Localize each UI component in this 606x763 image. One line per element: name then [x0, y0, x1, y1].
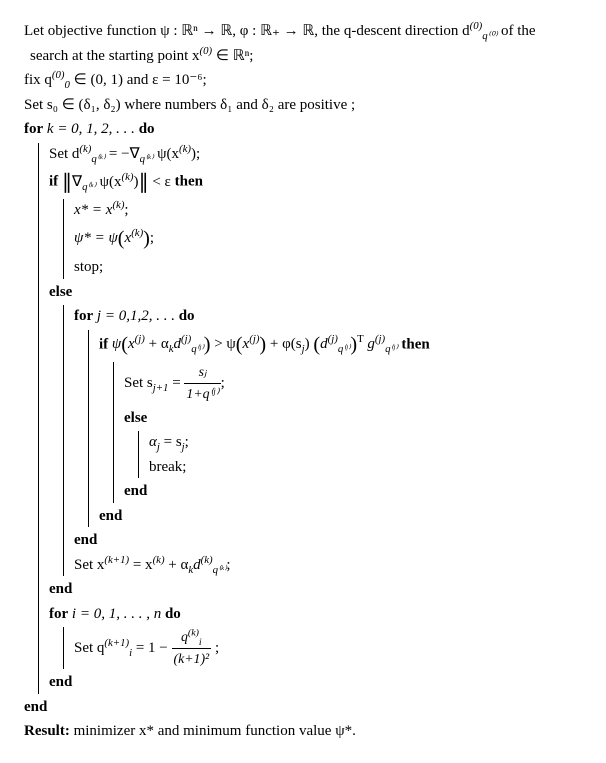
end-for-j: end	[74, 529, 582, 552]
set-d-line: Set d(k)q⁽ᵏ⁾ = −∇q⁽ᵏ⁾ ψ(x(k));	[49, 143, 582, 166]
intro-line-2: search at the starting point x(0) ∈ ℝⁿ;	[30, 45, 582, 68]
fix-q-line: fix q(0)0 ∈ (0, 1) and ε = 10⁻⁶;	[24, 69, 582, 92]
for-k-line: for k = 0, 1, 2, . . . do	[24, 118, 582, 141]
result-line: Result: minimizer x* and minimum functio…	[24, 720, 582, 743]
psistar-line: ψ* = ψ(x(k));	[74, 224, 582, 254]
for-i-line: for i = 0, 1, . . . , n do	[49, 603, 582, 626]
end-for-k: end	[24, 696, 582, 719]
break-line: break;	[149, 456, 582, 479]
if-armijo-line: if ψ(x(j) + αkd(j)q⁽ʲ⁾) > ψ(x(j)) + φ(sj…	[99, 330, 582, 360]
set-x-line: Set x(k+1) = x(k) + αkd(k)q⁽ᵏ⁾;	[74, 554, 582, 577]
else-line: else	[49, 281, 582, 304]
alpha-line: αj = sj;	[149, 431, 582, 454]
end-if-armijo: end	[99, 505, 582, 528]
end-else: end	[49, 578, 582, 601]
intro-line-1: Let objective function ψ : ℝⁿ → ℝ, φ : ℝ…	[24, 20, 582, 43]
for-j-line: for j = 0,1,2, . . . do	[74, 305, 582, 328]
stop-line: stop;	[74, 256, 582, 279]
set-q-line: Set q(k+1)i = 1 − q(k)i (k+1)² ;	[74, 627, 582, 669]
set-s0-line: Set s₀ ∈ (δ₁, δ₂) where numbers δ₁ and δ…	[24, 94, 582, 117]
end-inner-else: end	[124, 480, 582, 503]
if-norm-line: if ∥∇q⁽ᵏ⁾ ψ(x(k))∥ < ε then	[49, 167, 582, 197]
pseudocode-block: Let objective function ψ : ℝⁿ → ℝ, φ : ℝ…	[24, 20, 582, 743]
inner-else-line: else	[124, 407, 582, 430]
end-for-i: end	[49, 671, 582, 694]
xstar-line: x* = x(k);	[74, 199, 582, 222]
set-s-line: Set sj+1 = sⱼ1+q⁽ʲ⁾;	[124, 362, 582, 404]
